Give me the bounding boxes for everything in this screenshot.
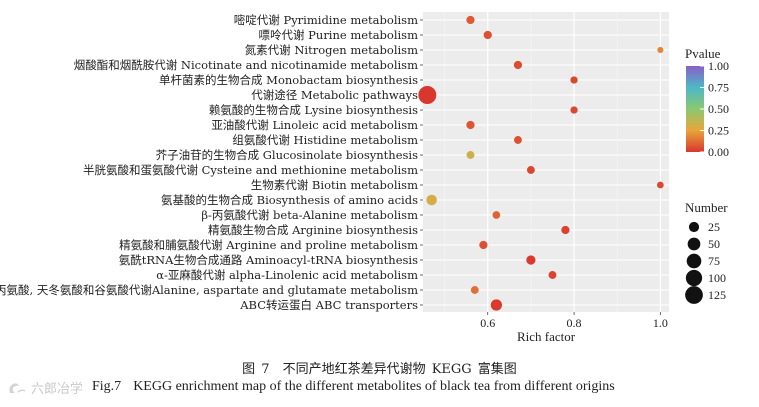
data-point [548, 271, 557, 279]
y-tick-label: 精氨酸和脯氨酸代谢 Arginine and proline metabolis… [119, 238, 418, 252]
caption-english-text: KEGG enrichment map of the different met… [133, 379, 615, 394]
caption-figure-number: Fig.7 [92, 379, 122, 394]
number-legend-label: 50 [708, 237, 720, 251]
x-tick-label: 1.0 [653, 316, 668, 330]
x-tick-label: 0.8 [567, 316, 582, 330]
pvalue-tick-label: 0.00 [708, 145, 729, 159]
y-tick-label: 生物素代谢 Biotin metabolism [251, 178, 418, 192]
data-point [570, 76, 578, 84]
number-legend: Number 25 50 75 100 125 [685, 200, 728, 304]
data-point [657, 46, 664, 54]
data-point [466, 15, 475, 25]
pvalue-tick-label: 0.75 [708, 81, 729, 95]
y-tick-label: 丙氨酸, 天冬氨酸和谷氨酸代谢Alanine, aspartate and gl… [0, 283, 418, 297]
y-tick-label: 芥子油苷的生物合成 Glucosinolate biosynthesis [156, 148, 418, 162]
watermark-logo-icon [9, 382, 26, 393]
data-point [513, 60, 523, 70]
data-point [526, 255, 536, 265]
number-legend-dot [685, 269, 703, 287]
y-tick-label: β-丙氨酸代谢 beta-Alanine metabolism [201, 208, 418, 222]
data-point [479, 240, 488, 250]
watermark-text: 六郎冶学 [31, 382, 84, 397]
caption-english: Fig.7 KEGG enrichment map of the differen… [92, 379, 615, 395]
pvalue-legend-title: Pvalue [685, 46, 721, 61]
data-point [561, 225, 570, 235]
y-tick-label: 烟酸酯和烟酰胺代谢 Nicotinate and nicotinamide me… [74, 58, 418, 72]
data-point [490, 299, 503, 311]
number-legend-title: Number [685, 200, 728, 215]
data-point [426, 194, 437, 206]
data-point [492, 211, 501, 219]
pvalue-tick-label: 0.25 [708, 124, 729, 138]
x-axis: 0.6 0.8 1.0 [480, 312, 668, 330]
data-point [656, 181, 664, 189]
caption-chinese: 图 7 不同产地红茶差异代谢物 KEGG 富集图 [242, 362, 517, 377]
number-legend-dot [688, 221, 700, 233]
y-tick-label: ABC转运蛋白 ABC transporters [239, 298, 418, 312]
y-tick-label: 精氨酸生物合成 Arginine biosynthesis [208, 223, 418, 237]
pvalue-colorbar [686, 66, 704, 152]
y-tick-label: 半胱氨酸和蛋氨酸代谢 Cysteine and methionine metab… [83, 163, 418, 177]
plot-panel [423, 12, 669, 312]
number-legend-label: 75 [708, 254, 720, 268]
data-point [470, 286, 479, 294]
y-tick-label: 代谢途径 Metabolic pathways [251, 88, 418, 102]
y-tick-label: 单杆菌素的生物合成 Monobactam biosynthesis [159, 73, 418, 87]
y-tick-label: 氨基酸的生物合成 Biosynthesis of amino acids [161, 193, 418, 207]
data-point [483, 30, 492, 40]
data-point [570, 106, 578, 114]
number-legend-label: 125 [708, 288, 726, 302]
data-point [526, 166, 535, 174]
data-point [418, 86, 437, 104]
grid-lines [423, 12, 669, 312]
y-tick-label: 赖氨酸的生物合成 Lysine biosynthesis [209, 103, 418, 117]
y-tick-label: 氮素代谢 Nitrogen metabolism [245, 43, 418, 57]
number-legend-dot [686, 253, 702, 269]
y-axis-ticks [420, 19, 423, 306]
data-point [466, 120, 475, 130]
data-point [466, 151, 475, 159]
pvalue-legend: Pvalue 1.00 0.75 0.50 0.25 0.00 [685, 46, 729, 159]
pvalue-tick-label: 0.50 [708, 102, 729, 116]
number-legend-label: 100 [708, 271, 726, 285]
x-axis-title: Rich factor [517, 329, 576, 344]
x-tick-label: 0.6 [480, 316, 495, 330]
number-legend-dot [685, 286, 703, 304]
y-tick-label: 氨酰tRNA生物合成通路 Aminoacyl-tRNA biosynthesis [119, 253, 418, 267]
y-tick-label: α-亚麻酸代谢 alpha-Linolenic acid metabolism [156, 268, 418, 282]
y-tick-label: 嘌呤代谢 Purine metabolism [259, 28, 419, 42]
y-tick-label: 嘧啶代谢 Pyrimidine metabolism [234, 13, 418, 27]
y-tick-label: 组氨酸代谢 Histidine metabolism [232, 133, 418, 147]
pvalue-tick-label: 1.00 [708, 59, 729, 73]
data-point [514, 136, 522, 144]
data-points [418, 15, 664, 311]
number-legend-dot [687, 237, 701, 251]
y-tick-label: 亚油酸代谢 Linoleic acid metabolism [211, 118, 418, 132]
number-legend-label: 25 [708, 220, 720, 234]
watermark: 六郎冶学 [6, 378, 83, 397]
